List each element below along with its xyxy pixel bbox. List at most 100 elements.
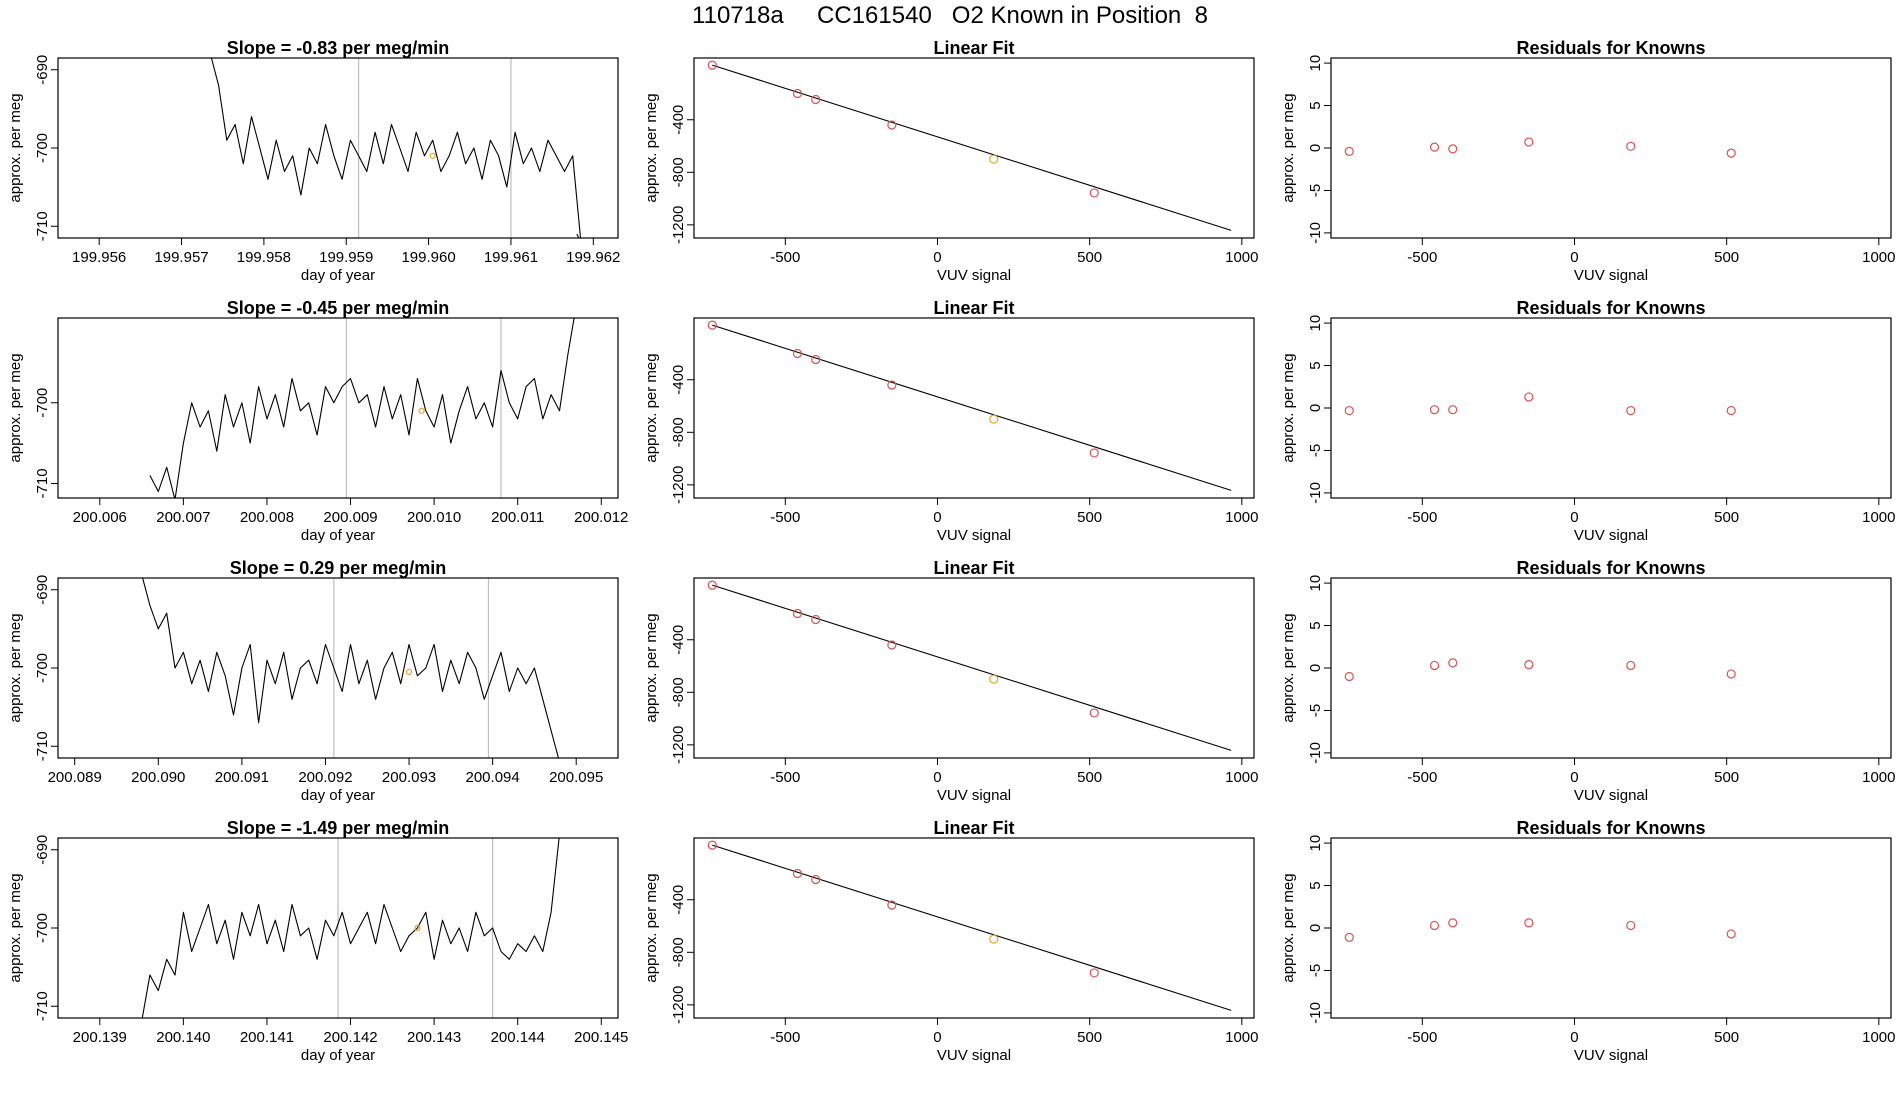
data-point: [1344, 671, 1354, 682]
chart-panel-6: Residuals for Knowns -500 0 500 1000 10 5 0 -5 -1…: [1280, 298, 1896, 544]
x-tick-label: 199.956: [72, 249, 126, 266]
x-tick-label: 200.140: [156, 1029, 210, 1046]
y-tick-label: 5: [1307, 361, 1324, 369]
data-point: [989, 934, 999, 944]
y-tick-label: -700: [34, 653, 51, 683]
data-point: [1344, 405, 1354, 416]
y-tick-label: -5: [1307, 444, 1324, 457]
data-point: [707, 840, 717, 850]
y-axis-label: approx. per meg: [7, 873, 24, 982]
x-tick-label: 200.093: [382, 769, 436, 786]
x-axis-label: day of year: [301, 267, 375, 284]
highlight-point: [414, 924, 421, 932]
x-tick-label: 0: [933, 769, 941, 786]
y-tick-label: -10: [1307, 222, 1324, 244]
data-point: [887, 380, 897, 390]
x-tick-label: -500: [770, 769, 800, 786]
data-point: [1524, 918, 1534, 928]
x-tick-label: 0: [1570, 509, 1578, 526]
data-point: [792, 348, 803, 359]
y-axis-label: approx. per meg: [643, 873, 660, 982]
chart-panel-7: Slope = 0.29 per meg/min 200.089 200.090 20…: [7, 558, 619, 804]
x-tick-label: 0: [1570, 1029, 1578, 1046]
data-point: [1089, 188, 1099, 198]
x-tick-label: 199.962: [566, 249, 620, 266]
y-tick-label: -800: [670, 677, 687, 707]
plot-frame: [693, 577, 1255, 759]
chart-title: Linear Fit: [933, 298, 1014, 318]
data-point: [887, 900, 897, 910]
x-tick-label: 0: [1570, 769, 1578, 786]
y-tick-label: 5: [1307, 101, 1324, 109]
y-tick-label: -800: [670, 157, 687, 187]
fit-line: [712, 64, 1232, 231]
y-axis-label: approx. per meg: [1280, 353, 1297, 462]
chart-title: Linear Fit: [933, 818, 1014, 838]
data-point: [1448, 405, 1458, 415]
data-point: [707, 60, 717, 70]
y-axis-label: approx. per meg: [1280, 93, 1297, 202]
y-axis-label: approx. per meg: [643, 353, 660, 462]
y-tick-label: -10: [1307, 1002, 1324, 1024]
x-tick-label: 199.961: [484, 249, 538, 266]
y-tick-label: -1200: [670, 986, 687, 1024]
y-tick-label: -5: [1307, 184, 1324, 197]
data-point: [1429, 920, 1440, 931]
y-axis-label: approx. per meg: [1280, 873, 1297, 982]
x-tick-label: 500: [1077, 1029, 1102, 1046]
data-point: [1089, 448, 1099, 458]
y-tick-label: 10: [1307, 55, 1324, 72]
series-line: [210, 58, 582, 238]
data-point: [1448, 144, 1458, 154]
y-tick-label: 0: [1307, 924, 1324, 932]
data-point: [1089, 968, 1099, 978]
y-tick-label: 10: [1307, 315, 1324, 332]
x-tick-label: 200.094: [466, 769, 520, 786]
data-point: [1726, 405, 1736, 416]
x-tick-label: 200.010: [407, 509, 461, 526]
y-tick-label: -5: [1307, 964, 1324, 977]
x-tick-label: 1000: [1225, 769, 1258, 786]
y-tick-label: -1200: [670, 206, 687, 244]
y-tick-label: -710: [34, 731, 51, 761]
plot-frame: [693, 57, 1255, 239]
x-tick-label: 200.141: [240, 1029, 294, 1046]
chart-panel-9: Residuals for Knowns -500 0 500 1000 10 5 0 -5 -1…: [1280, 558, 1896, 804]
data-point: [1344, 932, 1354, 942]
chart-title: Linear Fit: [933, 38, 1014, 58]
data-point: [989, 674, 999, 684]
data-point: [1524, 660, 1534, 670]
y-tick-label: -5: [1307, 704, 1324, 717]
y-tick-label: -10: [1307, 742, 1324, 764]
chart-panel-12: Residuals for Knowns -500 0 500 1000 10 5 0 -5 -1…: [1280, 818, 1896, 1064]
y-tick-label: -710: [34, 468, 51, 498]
x-tick-label: 200.143: [407, 1029, 461, 1046]
y-tick-label: -1200: [670, 726, 687, 764]
y-tick-label: -690: [34, 55, 51, 85]
y-tick-label: -700: [34, 388, 51, 418]
x-tick-label: 0: [1570, 249, 1578, 266]
x-tick-label: 200.142: [323, 1029, 377, 1046]
x-tick-label: 0: [933, 249, 941, 266]
data-point: [792, 868, 803, 879]
x-tick-label: 1000: [1862, 509, 1895, 526]
fit-line: [712, 324, 1232, 491]
x-axis-label: VUV signal: [1574, 787, 1648, 804]
x-tick-label: -500: [1407, 249, 1437, 266]
plot-frame: [1330, 577, 1892, 759]
data-point: [1626, 405, 1636, 416]
x-tick-label: -500: [1407, 769, 1437, 786]
x-tick-label: 500: [1714, 769, 1739, 786]
plot-frame: [1330, 57, 1892, 239]
x-tick-label: 200.144: [491, 1029, 545, 1046]
y-tick-label: -700: [34, 913, 51, 943]
data-point: [1726, 148, 1736, 158]
plot-frame: [57, 57, 619, 239]
x-tick-label: 200.091: [215, 769, 269, 786]
x-tick-label: 500: [1077, 249, 1102, 266]
x-tick-label: 200.012: [574, 509, 628, 526]
x-tick-label: 200.007: [156, 509, 210, 526]
x-tick-label: 1000: [1225, 1029, 1258, 1046]
